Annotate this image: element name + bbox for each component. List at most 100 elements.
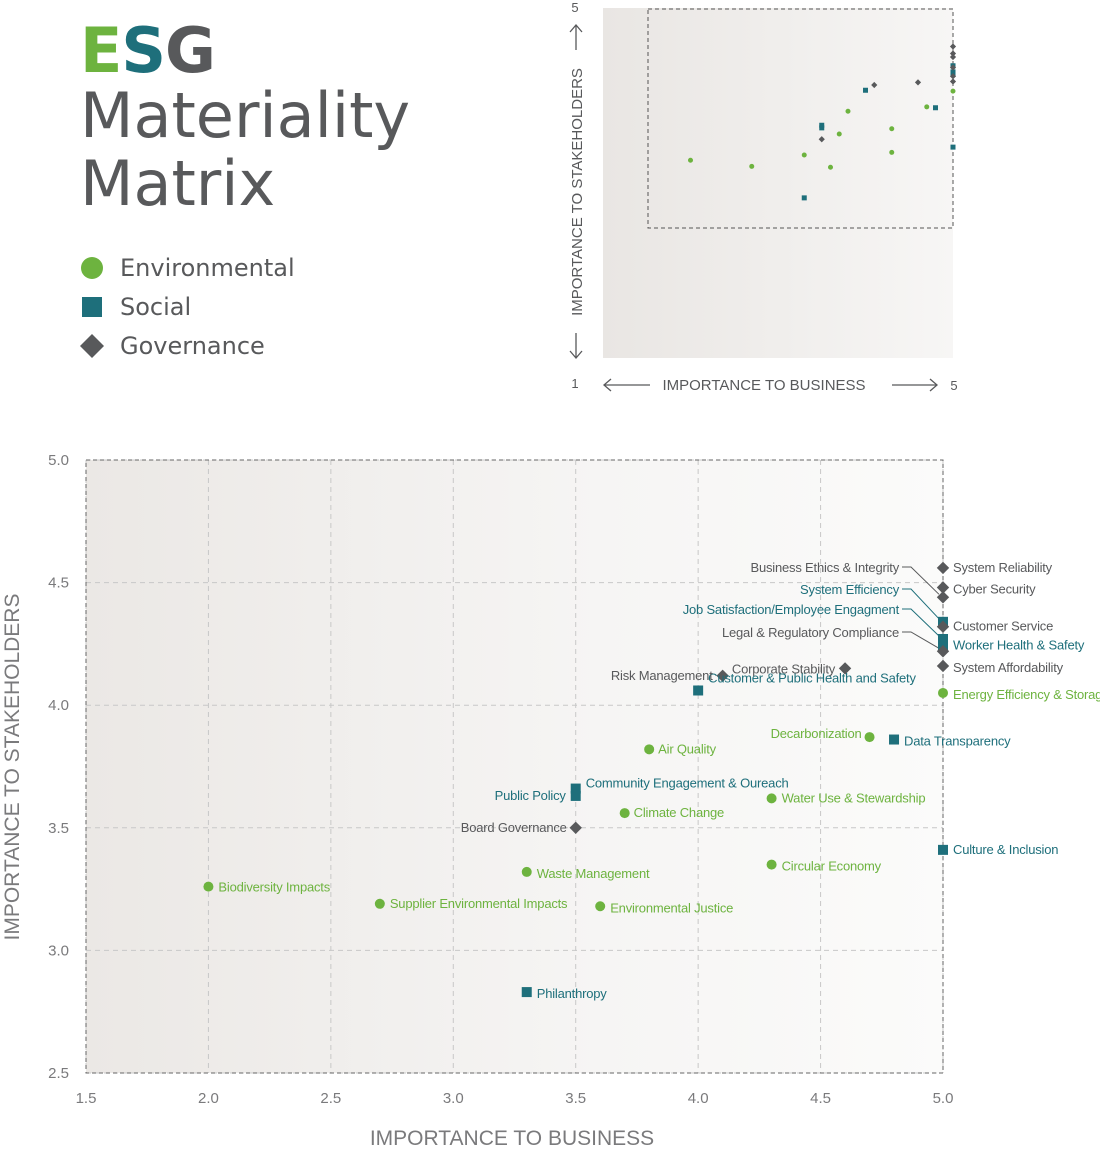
data-label-system-efficiency: System Efficiency: [800, 582, 900, 597]
data-label-community-engagement-oureach: Community Engagement & Oureach: [586, 776, 789, 791]
data-label-worker-health-safety: Worker Health & Safety: [953, 637, 1085, 652]
point-biodiversity-impacts: [203, 881, 214, 892]
data-label-biodiversity-impacts: Biodiversity Impacts: [218, 880, 330, 895]
overview-point: [889, 126, 895, 132]
point-energy-efficiency-storage: [938, 687, 948, 698]
overview-point: [801, 195, 807, 201]
overview-point: [749, 163, 755, 169]
y-tick-label: 3.0: [48, 942, 69, 959]
point-risk-management: [716, 669, 729, 682]
point-culture-inclusion: [938, 844, 948, 855]
data-label-system-affordability: System Affordability: [953, 660, 1064, 675]
overview-point: [819, 125, 825, 131]
leader-lines: [902, 566, 940, 649]
overview-point: [836, 131, 842, 137]
legend-item-social: Social: [80, 287, 295, 326]
diamond-icon: [80, 333, 120, 358]
point-cyber-security: [936, 581, 950, 594]
data-label-corporate-stability: Corporate Stability: [732, 661, 836, 676]
data-label-public-policy: Public Policy: [495, 788, 567, 803]
point-community-engagement-oureach: [570, 783, 581, 794]
overview-point: [801, 152, 807, 158]
point-decarbonization: [864, 732, 875, 743]
point-customer-public-health-and-safety: [693, 685, 704, 696]
point-legal-regulatory-compliance: [936, 645, 950, 658]
x-tick-label: 2.5: [320, 1090, 341, 1107]
overview-point: [818, 136, 825, 143]
data-label-waste-management: Waste Management: [537, 866, 650, 881]
overview-point: [933, 105, 938, 111]
y-tick-label: 5.0: [48, 452, 69, 469]
arrow-right-icon: [892, 378, 938, 392]
leader-line: [902, 631, 940, 649]
point-business-ethics-integrity: [936, 591, 950, 604]
overview-point: [688, 157, 693, 163]
page-title-line1: Materiality: [80, 79, 411, 152]
data-label-job-satisfaction-employee-engagment: Job Satisfaction/Employee Engagment: [683, 602, 900, 617]
overview-point: [863, 87, 868, 93]
data-label-business-ethics-integrity: Business Ethics & Integrity: [751, 560, 900, 575]
data-label-supplier-environmental-impacts: Supplier Environmental Impacts: [390, 896, 568, 911]
data-label-climate-change: Climate Change: [634, 805, 724, 820]
data-label-cyber-security: Cyber Security: [953, 582, 1036, 597]
data-label-air-quality: Air Quality: [658, 741, 716, 756]
x-tick-label: 3.0: [443, 1090, 464, 1107]
leader-line: [902, 588, 940, 620]
point-circular-economy: [766, 859, 777, 870]
x-tick-label: 4.5: [810, 1090, 831, 1107]
x-tick-label: 3.5: [565, 1090, 586, 1107]
arrow-down-icon: [569, 333, 583, 359]
overview-point: [949, 50, 957, 57]
overview-point: [819, 122, 825, 128]
point-waste-management: [521, 866, 532, 877]
overview-point: [828, 164, 833, 170]
title-block: ESG Materiality Matrix: [80, 20, 410, 218]
overview-point: [949, 78, 957, 85]
point-board-governance: [569, 821, 582, 834]
overview-point: [949, 64, 957, 71]
circle-icon: [80, 256, 120, 280]
main-plot-area: [86, 460, 943, 1073]
data-label-risk-management: Risk Management: [611, 668, 713, 683]
data-label-legal-regulatory-compliance: Legal & Regulatory Compliance: [722, 625, 899, 640]
y-tick-label: 4.0: [48, 697, 69, 714]
square-icon: [80, 295, 120, 319]
page-title-line2: Matrix: [80, 147, 276, 220]
overview-point: [924, 104, 930, 110]
x-tick-label: 5.0: [933, 1090, 954, 1107]
esg-e: E: [80, 14, 122, 87]
data-points: [203, 561, 950, 998]
legend-item-environmental: Environmental: [80, 248, 295, 287]
data-label-circular-economy: Circular Economy: [782, 859, 882, 874]
x-tick-labels: 1.5 2.0 2.5 3.0 3.5 4.0 4.5 5.0: [76, 1090, 954, 1107]
overview-x-max-label: 5: [950, 378, 957, 393]
legend-label-governance: Governance: [120, 331, 265, 360]
overview-plot-area: [603, 8, 953, 358]
point-job-satisfaction-employee-engagment: [938, 633, 948, 644]
leader-line: [902, 566, 940, 595]
overview-point: [871, 81, 878, 89]
point-air-quality: [644, 744, 655, 755]
overview-point: [949, 53, 957, 61]
legend-label-social: Social: [120, 292, 192, 321]
point-system-affordability: [936, 659, 950, 673]
overview-point: [914, 79, 922, 86]
overview-x-label: IMPORTANCE TO BUSINESS: [662, 377, 865, 394]
x-tick-label: 4.0: [688, 1090, 709, 1107]
legend-label-environmental: Environmental: [120, 253, 295, 282]
arrow-left-icon: [603, 378, 650, 392]
data-label-customer-service: Customer Service: [953, 619, 1053, 634]
point-system-reliability: [936, 561, 950, 575]
legend: Environmental Social Governance: [80, 248, 295, 365]
data-label-board-governance: Board Governance: [461, 820, 567, 835]
point-customer-service: [936, 620, 950, 633]
esg-logo: ESG: [80, 20, 410, 82]
y-tick-label: 2.5: [48, 1065, 69, 1082]
data-label-decarbonization: Decarbonization: [771, 726, 862, 741]
overview-point: [950, 69, 956, 75]
overview-point: [949, 43, 957, 50]
y-tick-label: 4.5: [48, 575, 69, 592]
overview-min-label: 1: [571, 376, 578, 391]
point-environmental-justice: [595, 901, 606, 912]
